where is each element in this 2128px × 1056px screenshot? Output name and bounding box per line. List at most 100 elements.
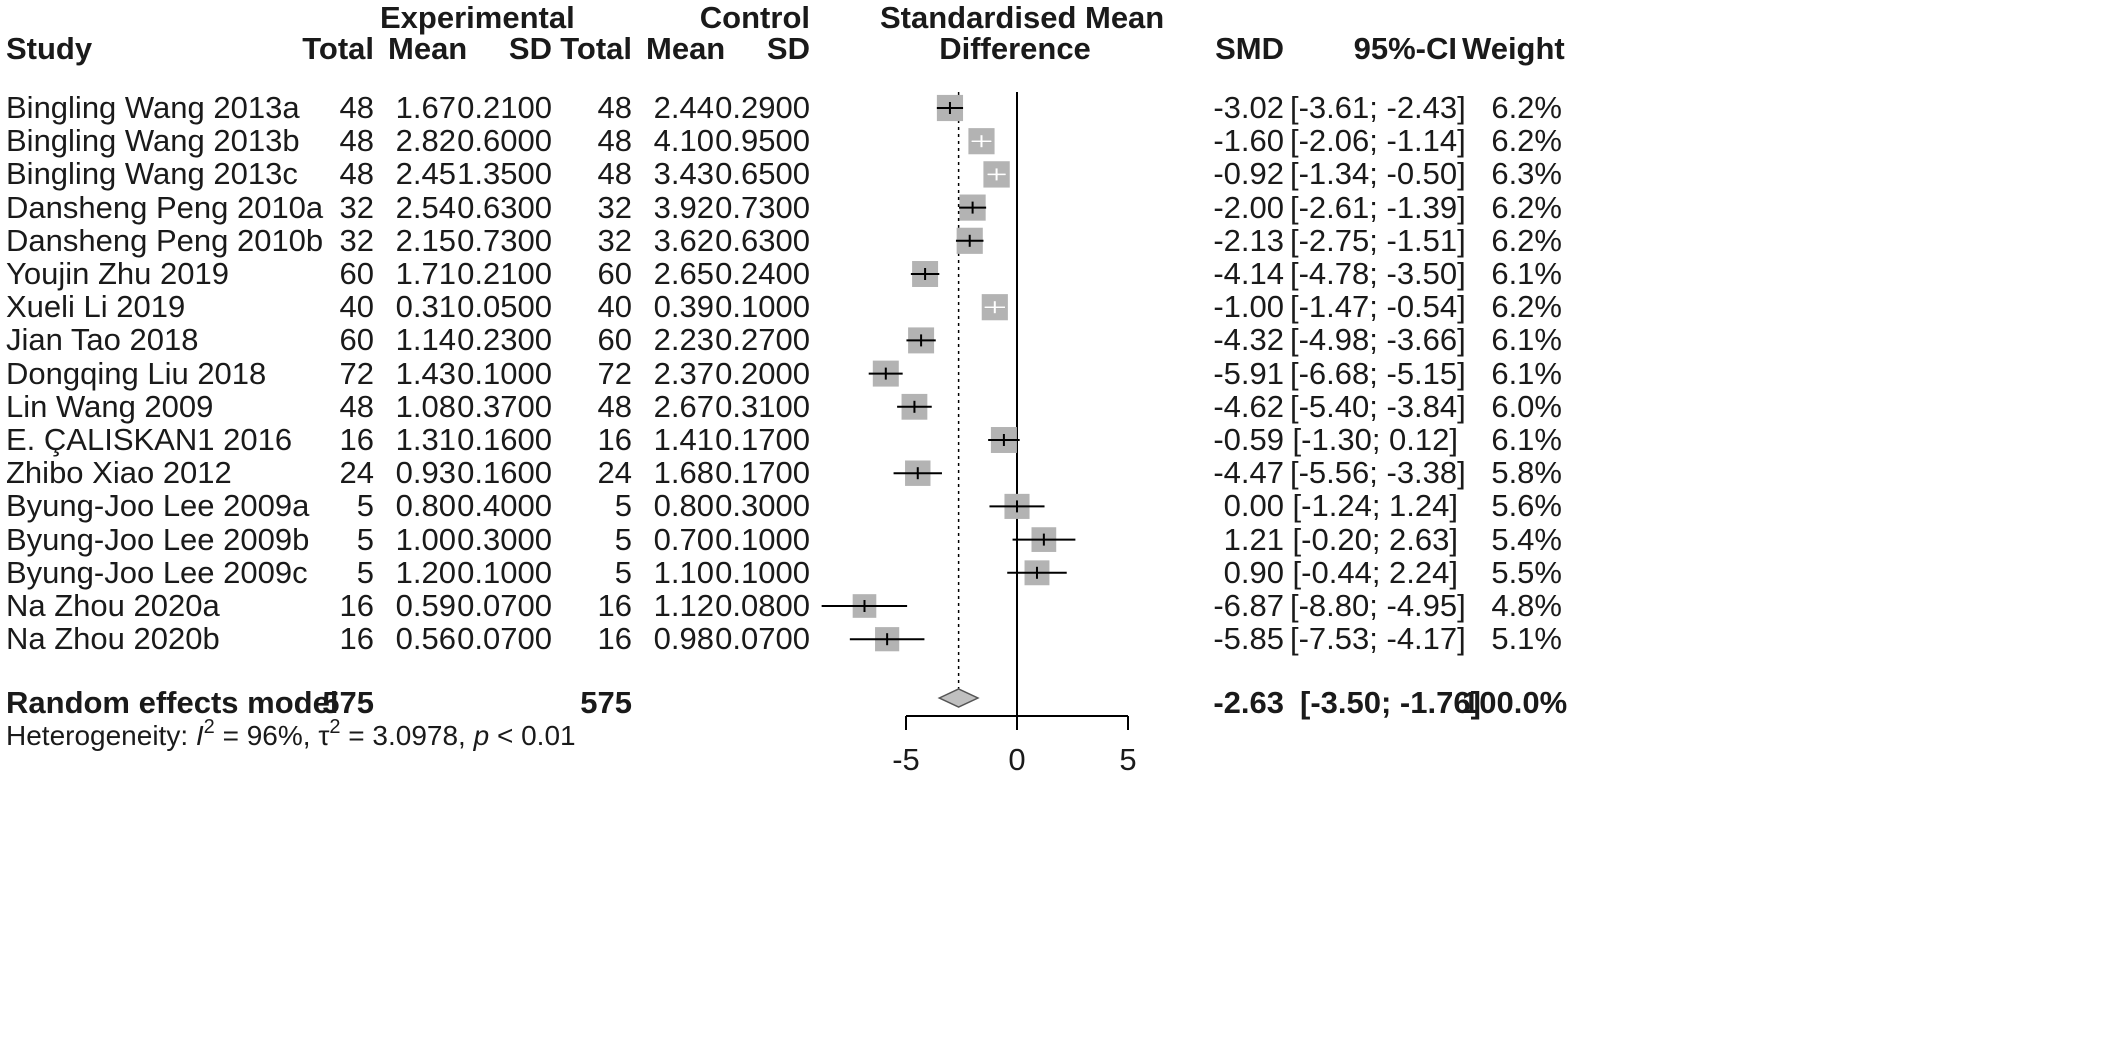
cell-exp-sd: 0.1600 bbox=[457, 455, 552, 491]
x-axis-tick-label: -5 bbox=[892, 742, 920, 777]
cell-ci: [-2.06; -1.14] bbox=[1290, 123, 1466, 159]
summary-smd: -2.63 bbox=[1213, 685, 1284, 720]
cell-ctl-mean: 0.80 bbox=[653, 488, 714, 524]
cell-smd: -2.13 bbox=[1213, 222, 1284, 258]
cell-weight: 6.0% bbox=[1491, 388, 1562, 424]
cell-exp-mean: 2.45 bbox=[395, 156, 456, 192]
cell-ctl-total: 32 bbox=[597, 189, 632, 225]
cell-weight: 5.1% bbox=[1491, 621, 1562, 657]
cell-smd: -1.60 bbox=[1213, 123, 1284, 159]
i-squared-value: = 96%, bbox=[214, 720, 319, 751]
cell-ci: [-5.40; -3.84] bbox=[1290, 388, 1466, 424]
cell-ctl-sd: 0.1000 bbox=[715, 521, 810, 557]
header-ctl-sd: SD bbox=[766, 31, 810, 66]
heterogeneity-text: Heterogeneity: I2 = 96%, τ2 = 3.0978, p … bbox=[6, 716, 576, 754]
cell-ctl-total: 24 bbox=[597, 455, 632, 491]
cell-smd: -4.14 bbox=[1213, 256, 1284, 291]
header-ci: 95%-CI bbox=[1353, 31, 1457, 66]
header-experimental: Experimental bbox=[380, 0, 575, 35]
cell-exp-total: 32 bbox=[339, 189, 374, 225]
cell-weight: 6.2% bbox=[1491, 222, 1562, 258]
cell-ctl-total: 16 bbox=[597, 588, 632, 623]
cell-exp-sd: 0.1000 bbox=[457, 554, 552, 590]
cell-exp-sd: 0.1000 bbox=[457, 355, 552, 391]
cell-ctl-total: 40 bbox=[597, 289, 632, 325]
cell-ctl-mean: 2.65 bbox=[653, 256, 714, 291]
cell-smd: -0.92 bbox=[1213, 156, 1284, 192]
cell-smd: -4.62 bbox=[1213, 388, 1284, 424]
cell-study: E. ÇALISKAN1 2016 bbox=[6, 422, 293, 457]
cell-study: Youjin Zhu 2019 bbox=[6, 256, 229, 291]
cell-study: Dansheng Peng 2010a bbox=[6, 189, 324, 225]
cell-weight: 6.3% bbox=[1491, 156, 1562, 192]
cell-ci: [-1.30; 0.12] bbox=[1292, 422, 1458, 457]
x-axis-tick-label: 0 bbox=[1008, 742, 1025, 777]
cell-exp-mean: 0.56 bbox=[395, 621, 456, 657]
header-ctl-mean: Mean bbox=[646, 31, 726, 66]
x-axis-tick-label: 5 bbox=[1119, 742, 1136, 777]
cell-ci: [-8.80; -4.95] bbox=[1290, 588, 1466, 623]
cell-ctl-total: 48 bbox=[597, 123, 632, 159]
cell-ctl-total: 5 bbox=[614, 554, 632, 590]
i-squared-exponent: 2 bbox=[203, 716, 215, 738]
cell-exp-sd: 0.0700 bbox=[457, 588, 552, 623]
header-exp-sd: SD bbox=[508, 31, 552, 66]
cell-study: Byung-Joo Lee 2009c bbox=[6, 554, 308, 590]
cell-ctl-total: 5 bbox=[614, 521, 632, 557]
cell-exp-sd: 0.3700 bbox=[457, 388, 552, 424]
cell-exp-total: 24 bbox=[339, 455, 374, 491]
cell-exp-total: 5 bbox=[356, 554, 374, 590]
cell-ci: [-2.61; -1.39] bbox=[1290, 189, 1466, 225]
pooled-diamond bbox=[937, 688, 980, 708]
cell-exp-total: 60 bbox=[339, 256, 374, 291]
cell-ctl-total: 16 bbox=[597, 621, 632, 657]
cell-exp-mean: 1.14 bbox=[395, 322, 456, 358]
tau-squared-symbol: τ bbox=[318, 720, 330, 751]
cell-ctl-total: 72 bbox=[597, 355, 632, 391]
cell-ctl-total: 32 bbox=[597, 222, 632, 258]
cell-ctl-sd: 0.3100 bbox=[715, 388, 810, 424]
cell-ctl-mean: 0.39 bbox=[653, 289, 714, 325]
cell-ctl-sd: 0.2000 bbox=[715, 355, 810, 391]
cell-smd: -1.00 bbox=[1213, 289, 1284, 325]
cell-smd: -2.00 bbox=[1213, 189, 1284, 225]
cell-exp-sd: 0.1600 bbox=[457, 422, 552, 457]
header-smd: SMD bbox=[1215, 31, 1284, 66]
cell-ci: [-0.20; 2.63] bbox=[1292, 521, 1458, 557]
tau-squared-exponent: 2 bbox=[329, 716, 341, 738]
header-effect-line2: Difference bbox=[939, 31, 1091, 66]
cell-exp-total: 48 bbox=[339, 123, 374, 159]
cell-ctl-total: 60 bbox=[597, 322, 632, 358]
cell-weight: 6.1% bbox=[1491, 322, 1562, 358]
cell-exp-mean: 1.08 bbox=[395, 388, 456, 424]
cell-weight: 6.1% bbox=[1491, 355, 1562, 391]
cell-ci: [-4.98; -3.66] bbox=[1290, 322, 1466, 358]
cell-exp-sd: 0.2100 bbox=[457, 90, 552, 125]
cell-ctl-mean: 4.10 bbox=[653, 123, 714, 159]
cell-weight: 6.2% bbox=[1491, 123, 1562, 159]
cell-ctl-sd: 0.2900 bbox=[715, 90, 810, 125]
cell-exp-mean: 1.67 bbox=[395, 90, 456, 125]
cell-study: Xueli Li 2019 bbox=[6, 289, 186, 325]
cell-smd: -6.87 bbox=[1213, 588, 1284, 623]
cell-smd: 1.21 bbox=[1223, 521, 1284, 557]
cell-exp-total: 5 bbox=[356, 488, 374, 524]
cell-weight: 5.8% bbox=[1491, 455, 1562, 491]
p-value: < 0.01 bbox=[489, 720, 576, 751]
cell-study: Na Zhou 2020a bbox=[6, 588, 220, 623]
cell-exp-total: 5 bbox=[356, 521, 374, 557]
cell-ci: [-1.47; -0.54] bbox=[1290, 289, 1466, 325]
heterogeneity-prefix: Heterogeneity: bbox=[6, 720, 196, 751]
cell-exp-sd: 0.0500 bbox=[457, 289, 552, 325]
header-ctl-total: Total bbox=[560, 31, 632, 66]
cell-ctl-sd: 0.7300 bbox=[715, 189, 810, 225]
cell-exp-mean: 2.54 bbox=[395, 189, 456, 225]
cell-ctl-sd: 0.2700 bbox=[715, 322, 810, 358]
cell-ctl-total: 5 bbox=[614, 488, 632, 524]
cell-study: Bingling Wang 2013b bbox=[6, 123, 300, 159]
summary-ci: [-3.50; -1.76] bbox=[1300, 685, 1481, 720]
cell-weight: 5.4% bbox=[1491, 521, 1562, 557]
cell-ci: [-1.34; -0.50] bbox=[1290, 156, 1466, 192]
summary-weight: 100.0% bbox=[1462, 685, 1568, 720]
